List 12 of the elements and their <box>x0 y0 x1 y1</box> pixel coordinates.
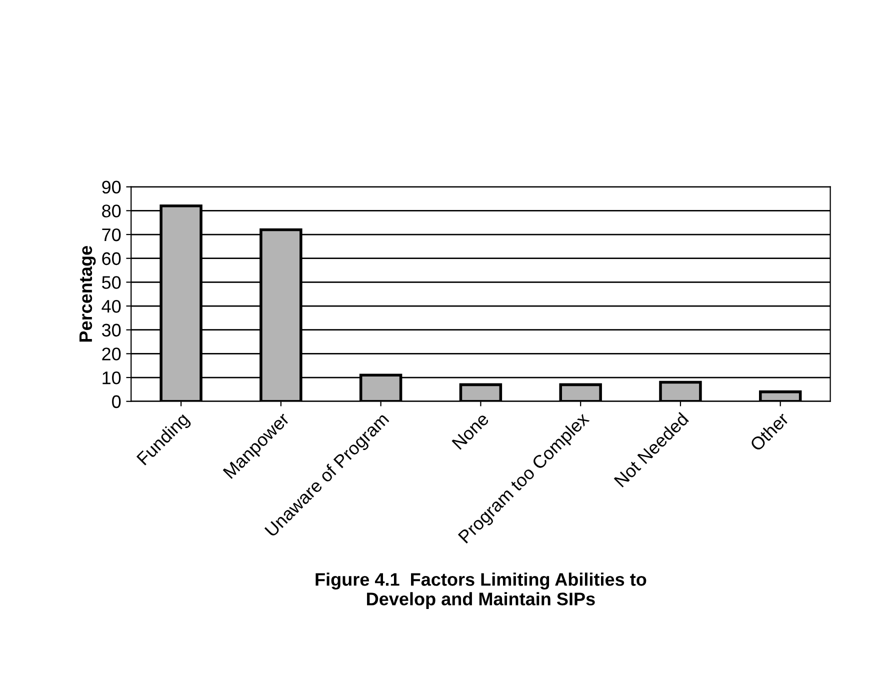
y-tick-label: 30 <box>102 324 121 337</box>
y-tick-label: 20 <box>102 348 121 360</box>
y-tick-label: 90 <box>102 180 121 194</box>
y-tick-label: 50 <box>102 276 121 289</box>
y-tick-label: 40 <box>102 300 121 313</box>
y-tick-label: 0 <box>112 395 121 408</box>
text: Figure 4.1 Factors Limiting Abilities to Develop and Maintain SIPs <box>316 572 646 609</box>
y-tick-label: 70 <box>102 228 121 242</box>
y-tick-label: 10 <box>102 371 121 384</box>
y-axis-title: Percentage <box>79 246 96 342</box>
y-tick-label: 60 <box>102 252 121 266</box>
y-tick-label: 80 <box>102 204 121 218</box>
